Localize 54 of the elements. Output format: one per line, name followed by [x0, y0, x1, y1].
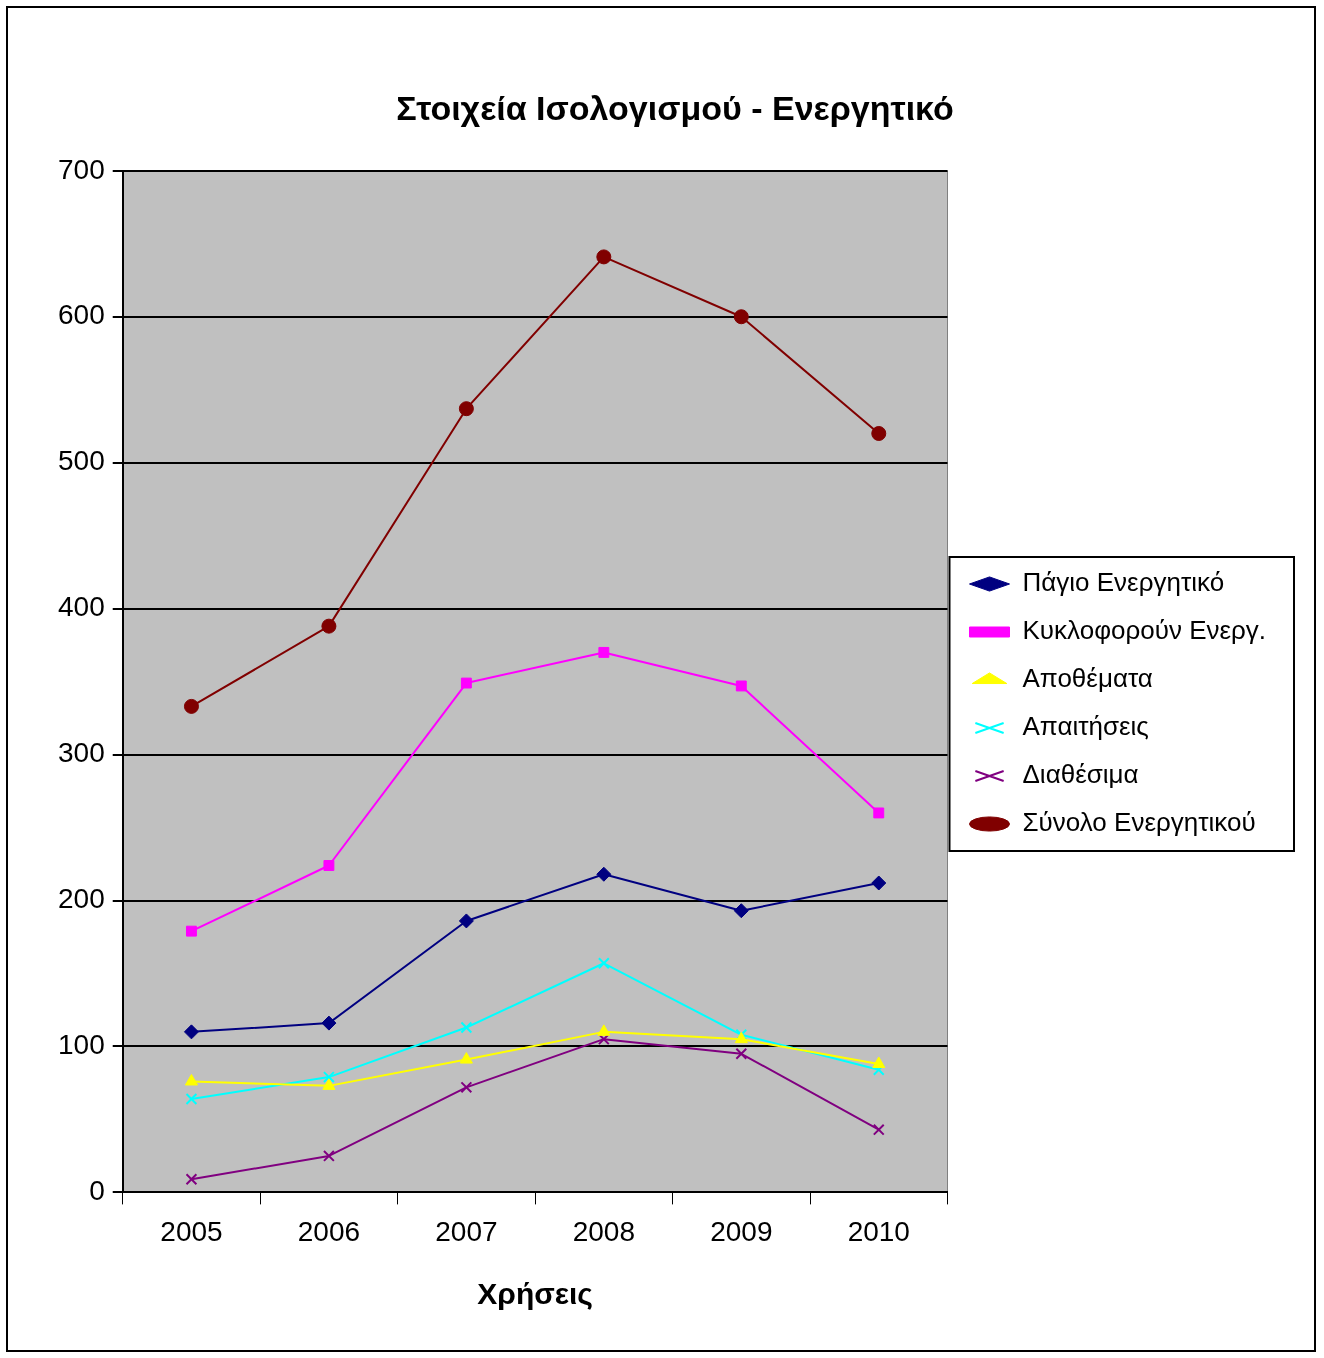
y-tick-label: 700: [58, 153, 105, 185]
chart-title: Στοιχεία Ισολογισμού - Ενεργητικό: [396, 88, 954, 127]
legend-label: Διαθέσιμα: [1022, 759, 1139, 790]
point: [459, 1052, 473, 1064]
point: [735, 1047, 748, 1060]
x-tick-label: 2007: [435, 1215, 498, 1247]
legend-label: Αποθέματα: [1022, 663, 1153, 694]
point: [871, 875, 887, 891]
point: [322, 1149, 335, 1162]
point: [873, 807, 885, 819]
point: [322, 1071, 335, 1084]
y-tick-label: 400: [58, 591, 105, 623]
y-tick-label: 500: [58, 445, 105, 477]
point: [186, 925, 197, 937]
x-tick-label: 2005: [160, 1215, 223, 1247]
x-tick-label: 2010: [847, 1215, 910, 1247]
point: [735, 680, 747, 692]
point: [183, 698, 199, 714]
point: [458, 401, 474, 417]
point: [185, 1173, 198, 1186]
point: [596, 866, 612, 882]
point: [458, 913, 474, 929]
legend-label: Απαιτήσεις: [1022, 711, 1149, 742]
y-tick-label: 300: [58, 737, 105, 769]
legend-label: Πάγιο Ενεργητικό: [1022, 567, 1225, 598]
point: [598, 646, 610, 658]
point: [597, 1024, 611, 1036]
point: [872, 1056, 886, 1068]
legend-label: Κυκλοφορούν Ενεργ.: [1022, 615, 1267, 646]
point: [597, 957, 610, 970]
point: [184, 1073, 199, 1086]
point: [321, 618, 337, 634]
point: [596, 249, 612, 265]
point: [322, 1078, 336, 1090]
y-tick-label: 600: [58, 299, 105, 331]
point: [733, 309, 749, 325]
x-tick-label: 2008: [572, 1215, 635, 1247]
point: [460, 1081, 473, 1094]
x-tick-label: 2006: [297, 1215, 361, 1247]
y-tick-label: 100: [58, 1029, 105, 1061]
point: [321, 1015, 337, 1031]
point: [185, 1093, 198, 1105]
point: [733, 903, 749, 919]
point: [183, 1024, 199, 1040]
y-tick-label: 0: [89, 1175, 105, 1207]
point: [872, 1123, 885, 1136]
x-axis-title: Χρήσεις: [477, 1277, 593, 1311]
point: [871, 426, 887, 441]
point: [323, 860, 335, 871]
point: [460, 1021, 473, 1034]
y-tick-label: 200: [58, 883, 105, 915]
x-tick-label: 2009: [710, 1215, 773, 1247]
legend-label: Σύνολο Ενεργητικού: [1022, 807, 1256, 838]
point: [460, 677, 472, 689]
